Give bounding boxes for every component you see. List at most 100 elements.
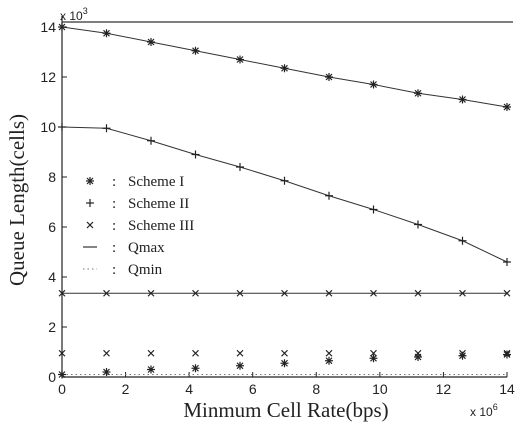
x-tick-label: 14: [499, 381, 515, 397]
legend-item: : Qmin: [83, 262, 163, 278]
data-point: [503, 258, 511, 266]
marker-stroke: [192, 47, 199, 55]
marker-stroke: [103, 368, 110, 376]
data-point: [103, 289, 110, 297]
data-point: [236, 349, 244, 357]
x-tick-label: 8: [312, 381, 320, 397]
legend-colon: :: [112, 218, 116, 234]
data-point: [280, 359, 289, 368]
marker-stroke: [103, 289, 110, 297]
x-multiplier: x 106: [470, 402, 498, 419]
x-axis-title: Minmum Cell Rate(bps): [183, 398, 388, 422]
data-point: [147, 289, 155, 297]
marker-stroke: [503, 103, 511, 111]
marker-stroke: [325, 349, 333, 357]
series-layer: [58, 21, 513, 379]
marker-stroke: [325, 289, 333, 297]
marker-stroke: [236, 362, 244, 370]
y-tick-label: 2: [48, 319, 56, 335]
data-point: [325, 289, 333, 297]
marker-stroke: [370, 81, 377, 88]
marker-stroke: [503, 351, 511, 358]
marker-stroke: [147, 38, 155, 46]
data-point: [325, 349, 333, 357]
data-point: [191, 364, 200, 373]
data-point: [370, 349, 377, 357]
legend-colon: :: [112, 262, 116, 278]
legend-label: Scheme III: [128, 218, 194, 234]
data-point: [58, 289, 66, 297]
legend-label: Scheme I: [128, 174, 184, 190]
legend-item: : Scheme III: [86, 218, 194, 234]
y-tick-label: 10: [40, 119, 56, 135]
marker-stroke: [281, 289, 288, 297]
data-point: [147, 349, 155, 357]
data-point: [503, 103, 511, 111]
data-point: [192, 349, 199, 357]
marker-stroke: [58, 23, 66, 31]
marker-stroke: [86, 221, 94, 229]
data-point: [325, 356, 333, 365]
marker-stroke: [147, 289, 155, 297]
data-point: [459, 289, 466, 297]
marker-stroke: [370, 354, 377, 362]
marker-stroke: [147, 366, 155, 373]
data-point: [236, 163, 244, 171]
data-point: [414, 289, 422, 297]
data-point: [503, 349, 511, 357]
data-point: [325, 191, 333, 200]
marker-stroke: [503, 289, 511, 297]
legend-label: Scheme II: [128, 196, 189, 212]
data-point: [503, 289, 511, 297]
marker-stroke: [147, 349, 155, 357]
series-5: [58, 349, 511, 357]
data-point: [369, 205, 378, 214]
data-point: [192, 289, 199, 297]
marker-stroke: [58, 349, 66, 357]
data-point: [236, 289, 244, 297]
data-point: [58, 370, 66, 379]
legend-item: : Scheme II: [86, 196, 189, 212]
marker-stroke: [192, 349, 199, 357]
y-multiplier: x 103: [60, 6, 88, 23]
y-tick-label: 8: [48, 169, 56, 185]
data-point: [236, 361, 244, 370]
marker-stroke: [281, 359, 288, 367]
marker-stroke: [103, 29, 110, 37]
data-point: [369, 80, 378, 89]
marker-stroke: [281, 64, 288, 72]
data-point: [147, 136, 155, 145]
data-point: [58, 23, 66, 31]
marker-stroke: [236, 56, 244, 63]
legend-symbol: [86, 199, 94, 207]
marker-stroke: [370, 349, 377, 357]
data-point: [414, 89, 422, 98]
series-3: [58, 289, 511, 297]
data-point: [147, 38, 155, 46]
legend-colon: :: [112, 240, 116, 256]
legend-symbol: [86, 221, 94, 229]
marker-stroke: [236, 289, 244, 297]
data-point: [459, 349, 466, 357]
data-point: [280, 176, 289, 185]
data-point: [369, 354, 378, 363]
marker-stroke: [192, 364, 199, 372]
data-point: [414, 349, 422, 357]
data-point: [236, 55, 244, 64]
data-point: [370, 289, 377, 297]
data-point: [58, 123, 66, 131]
legend-colon: :: [112, 196, 116, 212]
data-point: [281, 289, 288, 297]
legend-colon: :: [112, 174, 116, 190]
legend-label: Qmin: [128, 262, 163, 278]
data-point: [102, 368, 111, 376]
x-tick-label: 6: [249, 381, 257, 397]
y-tick-label: 12: [40, 69, 56, 85]
data-point: [281, 349, 288, 357]
x-tick-label: 0: [58, 381, 66, 397]
y-axis-title: Queue Length(cells): [5, 114, 29, 286]
data-point: [103, 349, 110, 357]
data-point: [58, 349, 66, 357]
y-tick-label: 14: [40, 19, 56, 35]
